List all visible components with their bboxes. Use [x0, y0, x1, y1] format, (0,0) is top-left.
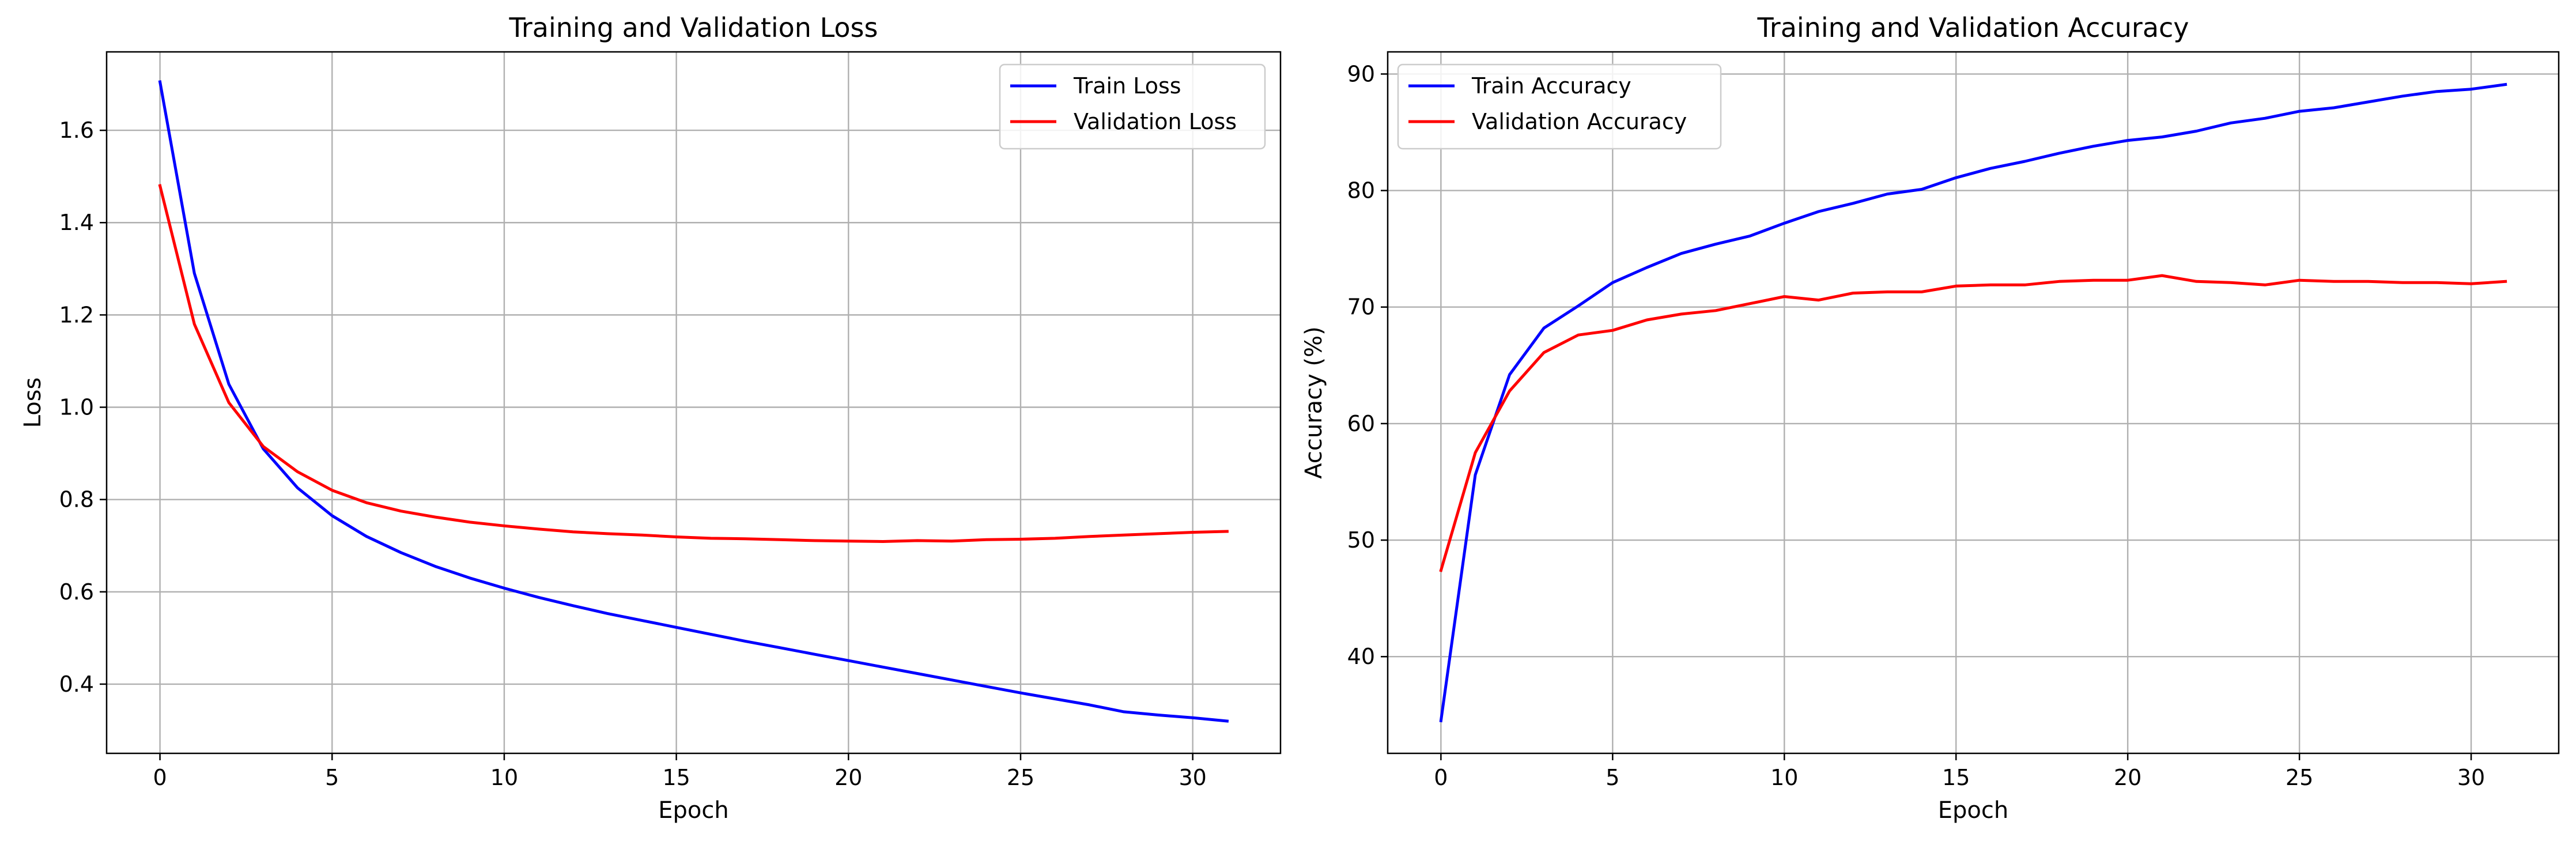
x-tick-label: 25: [1007, 765, 1034, 790]
x-axis-label: Epoch: [658, 797, 728, 824]
x-tick-label: 15: [1942, 765, 1970, 790]
x-tick-label: 30: [2457, 765, 2485, 790]
y-tick-label: 90: [1347, 61, 1375, 86]
series-line-0: [158, 80, 1229, 723]
x-tick-label: 20: [834, 765, 862, 790]
x-tick-label: 20: [2114, 765, 2141, 790]
legend-box: [1397, 63, 1722, 150]
y-tick-label: 60: [1347, 411, 1375, 436]
y-tick-label: 0.6: [59, 579, 94, 605]
y-tick-label: 1.4: [59, 210, 94, 235]
y-tick-label: 0.8: [59, 487, 94, 512]
legend-label-0: Train Accuracy: [1471, 73, 1631, 99]
legend-label-1: Validation Accuracy: [1472, 109, 1687, 134]
axes-frame: [105, 51, 1282, 755]
y-tick-label: 1.6: [59, 118, 94, 143]
y-tick-label: 70: [1347, 295, 1375, 320]
x-tick-label: 5: [325, 765, 339, 790]
y-tick-label: 50: [1347, 527, 1375, 553]
series-line-1: [158, 184, 1229, 543]
x-tick-label: 10: [1770, 765, 1798, 790]
axes-frame: [1387, 51, 2560, 755]
chart-title: Training and Validation Accuracy: [1757, 12, 2189, 43]
x-tick-label: 25: [2286, 765, 2313, 790]
y-tick-label: 40: [1347, 644, 1375, 669]
loss-panel: 0 5 10 15 20 25 30 0.4 0.6 0.8 1.0 1.2 1.4 1.6 Trainin…: [20, 12, 1282, 824]
legend: Train Accuracy Validation Accuracy: [1397, 63, 1722, 150]
x-tick-label: 15: [662, 765, 690, 790]
legend: Train Loss Validation Loss: [999, 63, 1266, 150]
series-line-0: [1439, 82, 2507, 723]
x-tick-label: 0: [153, 765, 167, 790]
y-tick-label: 80: [1347, 178, 1375, 203]
x-tick-label: 30: [1179, 765, 1206, 790]
accuracy-panel: 0 5 10 15 20 25 30 40 50 60 70 80 90 Training and Val…: [1301, 12, 2560, 824]
legend-box: [999, 63, 1266, 150]
legend-label-1: Validation Loss: [1074, 109, 1237, 134]
y-axis-label: Loss: [20, 378, 46, 428]
y-tick-label: 0.4: [59, 672, 94, 697]
y-tick-label: 1.2: [59, 302, 94, 327]
chart-title: Training and Validation Loss: [509, 12, 878, 43]
x-tick-label: 5: [1606, 765, 1619, 790]
legend-label-0: Train Loss: [1073, 73, 1181, 99]
series-line-1: [1439, 274, 2507, 572]
x-tick-label: 0: [1434, 765, 1448, 790]
x-tick-label: 10: [490, 765, 518, 790]
y-axis-label: Accuracy (%): [1301, 326, 1327, 479]
x-axis-label: Epoch: [1938, 797, 2008, 824]
y-tick-label: 1.0: [59, 395, 94, 420]
